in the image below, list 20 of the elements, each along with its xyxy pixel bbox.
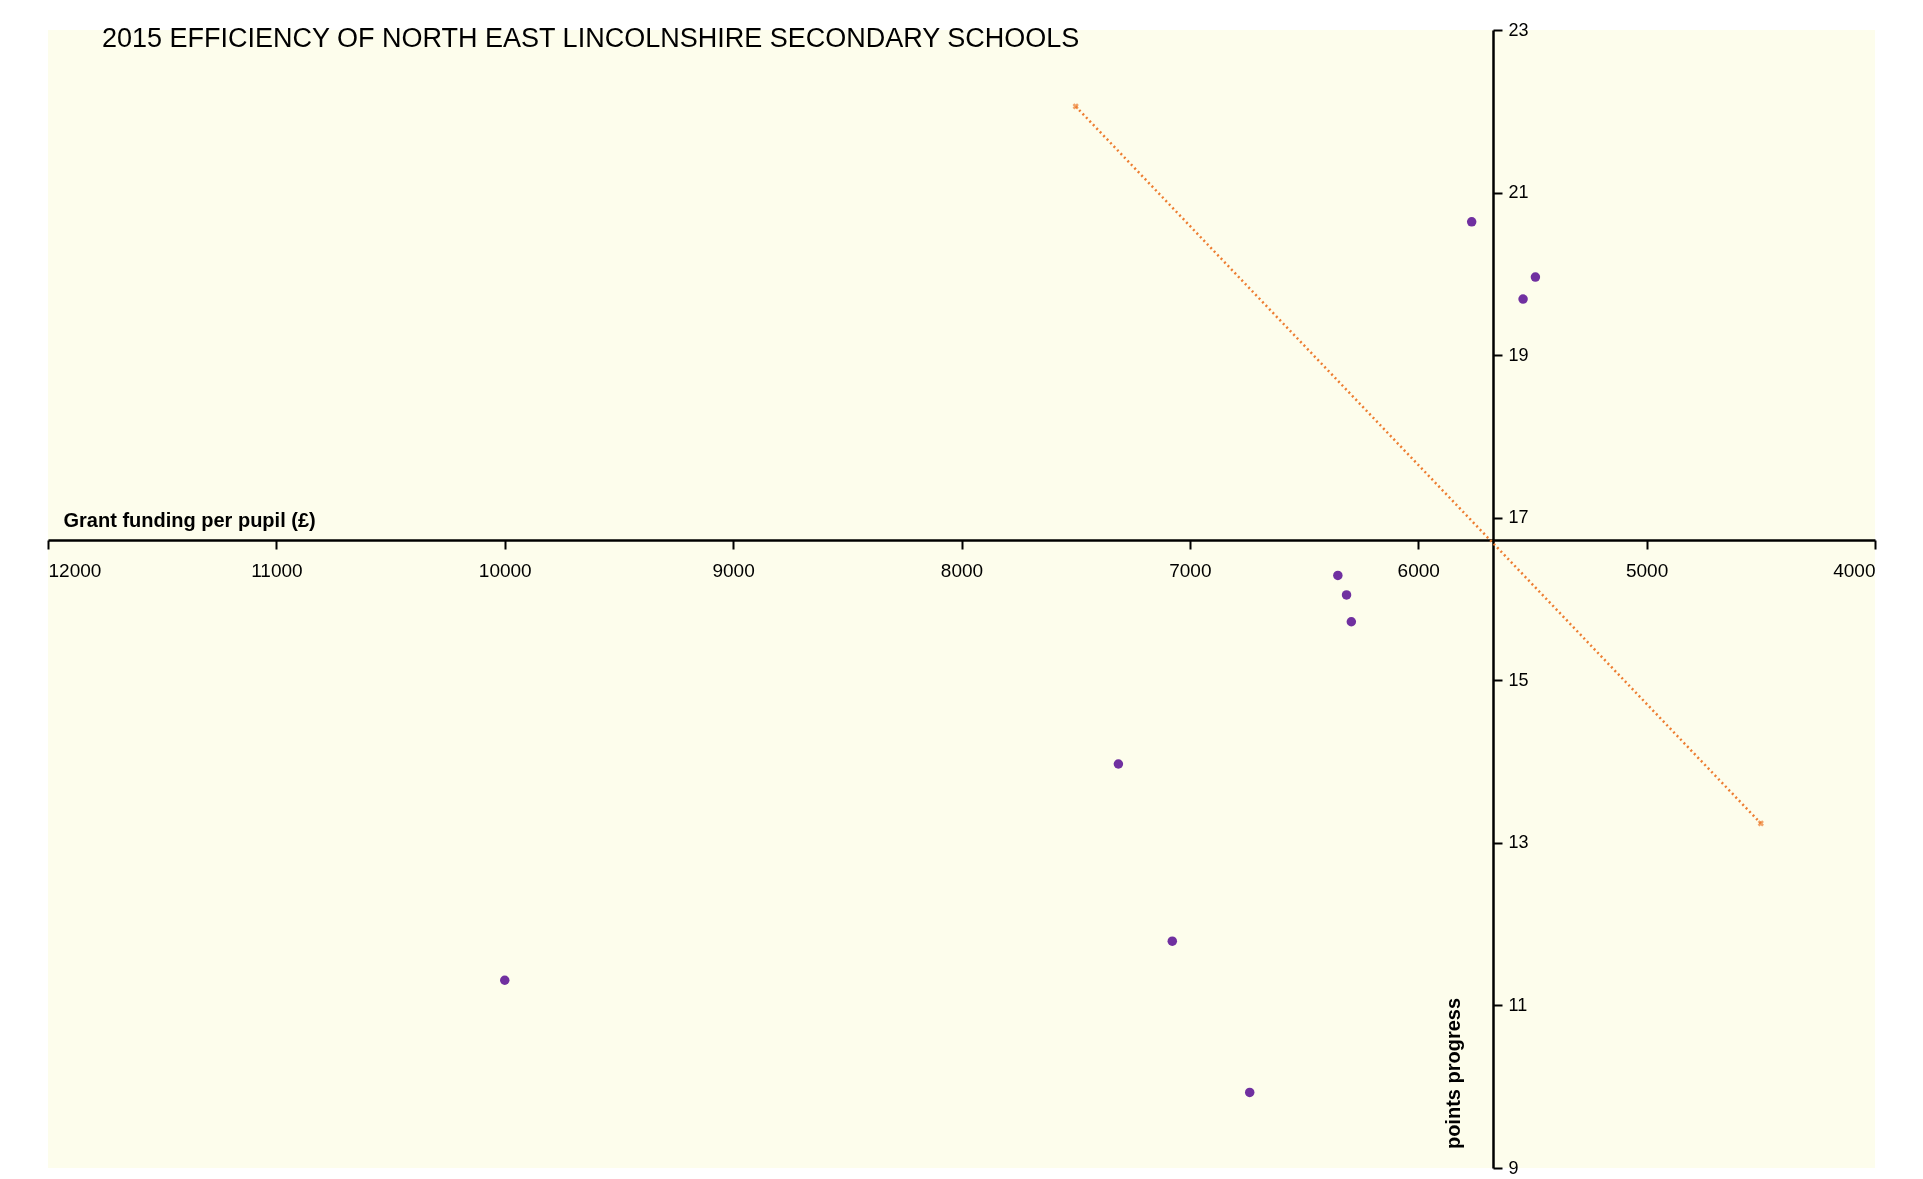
x-tick-label: 12000 [48,559,102,581]
x-tick-label: 6000 [1397,559,1440,581]
y-tick-label: 19 [1508,344,1529,365]
x-tick-label: 10000 [478,559,532,581]
y-tick-label: 9 [1508,1157,1519,1178]
y-tick-label: 11 [1508,994,1528,1015]
y-tick-label: 15 [1508,669,1529,690]
y-tick-label: 17 [1508,507,1529,528]
x-tick-label: 8000 [940,559,984,581]
chart-title: 2015 EFFICIENCY OF NORTH EAST LINCOLNSHIRE SECONDARY SCHOOLS [102,23,1080,53]
y-axis-title: points progress [1441,997,1464,1150]
x-tick-label: 9000 [712,559,755,581]
y-tick-label: 21 [1508,182,1529,203]
x-tick-label: 5000 [1625,559,1669,581]
x-tick-label: 11000 [251,559,303,581]
x-axis-title: Grant funding per pupil (£) [63,508,316,531]
x-tick-label: 4000 [1833,559,1876,581]
x-tick-label: 7000 [1169,559,1212,581]
y-tick-label: 23 [1508,19,1529,40]
y-tick-label: 13 [1508,832,1529,853]
